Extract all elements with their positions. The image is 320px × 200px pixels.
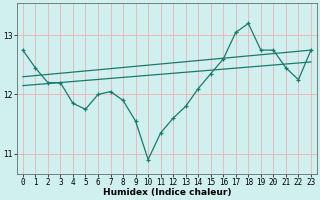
X-axis label: Humidex (Indice chaleur): Humidex (Indice chaleur)	[103, 188, 231, 197]
